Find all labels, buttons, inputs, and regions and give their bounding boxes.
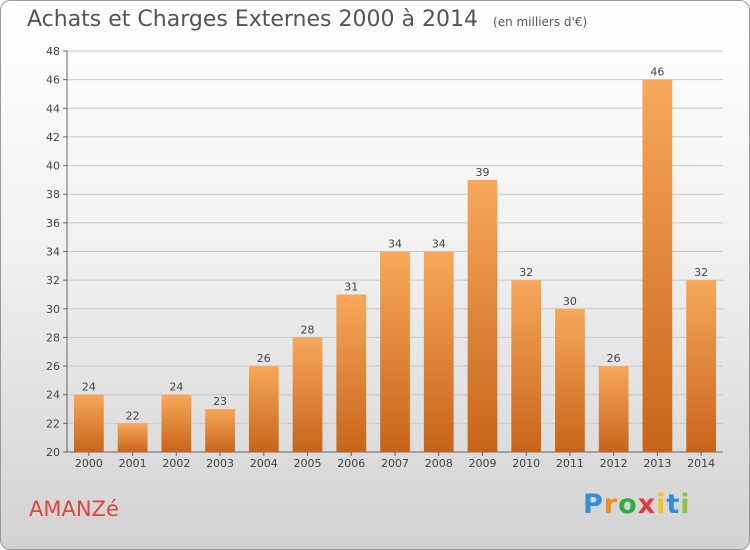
- y-tick-label: 40: [46, 160, 60, 173]
- data-label: 31: [344, 280, 358, 293]
- chart-title-block: Achats et Charges Externes 2000 à 2014 (…: [27, 7, 587, 32]
- x-tick-label: 2003: [206, 457, 234, 470]
- y-tick-label: 30: [46, 303, 60, 316]
- y-tick-label: 36: [46, 217, 60, 230]
- y-tick-label: 38: [46, 188, 60, 201]
- data-label: 24: [169, 381, 183, 394]
- y-tick-label: 20: [46, 446, 60, 459]
- x-tick-label: 2004: [250, 457, 278, 470]
- logo-letter: x: [637, 489, 657, 520]
- data-label: 26: [607, 352, 621, 365]
- x-tick-label: 2014: [687, 457, 715, 470]
- bar: [73, 394, 104, 452]
- logo-letter: P: [583, 489, 604, 520]
- commune-name: AMANZé: [29, 497, 119, 521]
- x-tick-label: 2002: [162, 457, 190, 470]
- logo-letter: o: [618, 489, 638, 520]
- data-label: 22: [126, 409, 140, 422]
- bar: [511, 280, 542, 452]
- bar: [467, 179, 498, 452]
- data-label: 32: [694, 266, 708, 279]
- y-tick-label: 48: [46, 45, 60, 58]
- data-label: 23: [213, 395, 227, 408]
- y-tick-label: 34: [46, 246, 60, 259]
- proxiti-logo: Proxiti: [583, 489, 691, 520]
- bar: [161, 394, 192, 452]
- bar: [423, 251, 454, 452]
- x-tick-label: 2013: [643, 457, 671, 470]
- y-tick-label: 42: [46, 131, 60, 144]
- bar: [117, 423, 148, 452]
- y-tick-label: 28: [46, 331, 60, 344]
- x-tick-label: 2000: [75, 457, 103, 470]
- logo-letter: i: [656, 489, 667, 520]
- y-tick-label: 26: [46, 360, 60, 373]
- x-tick-label: 2009: [468, 457, 496, 470]
- data-label: 24: [82, 381, 96, 394]
- data-label: 39: [475, 166, 489, 179]
- logo-letter: t: [666, 489, 681, 520]
- data-label: 32: [519, 266, 533, 279]
- bar: [555, 308, 585, 452]
- x-tick-label: 2006: [337, 457, 365, 470]
- y-tick-label: 24: [46, 389, 60, 402]
- chart-title: Achats et Charges Externes 2000 à 2014: [27, 7, 478, 32]
- logo-letter: i: [680, 489, 691, 520]
- logo-letter: r: [603, 489, 619, 520]
- y-tick-label: 22: [46, 417, 60, 430]
- y-tick-label: 32: [46, 274, 60, 287]
- data-label: 28: [301, 323, 315, 336]
- bar: [642, 79, 673, 453]
- data-label: 26: [257, 352, 271, 365]
- bar: [292, 337, 323, 452]
- bar: [686, 280, 717, 452]
- data-label: 30: [563, 295, 577, 308]
- bar: [205, 409, 235, 452]
- y-tick-label: 44: [46, 102, 60, 115]
- bar: [336, 294, 367, 452]
- data-label: 34: [432, 238, 446, 251]
- bar: [248, 366, 279, 452]
- x-tick-label: 2010: [512, 457, 540, 470]
- bar: [598, 366, 629, 452]
- x-tick-label: 2005: [294, 457, 322, 470]
- chart-unit-note: (en milliers d'€): [493, 15, 588, 29]
- x-tick-label: 2011: [556, 457, 584, 470]
- data-label: 46: [650, 66, 664, 79]
- bar: [380, 251, 410, 452]
- x-tick-label: 2008: [425, 457, 453, 470]
- y-tick-label: 46: [46, 74, 60, 87]
- x-tick-label: 2001: [119, 457, 147, 470]
- x-tick-label: 2012: [600, 457, 628, 470]
- x-tick-label: 2007: [381, 457, 409, 470]
- data-label: 34: [388, 238, 402, 251]
